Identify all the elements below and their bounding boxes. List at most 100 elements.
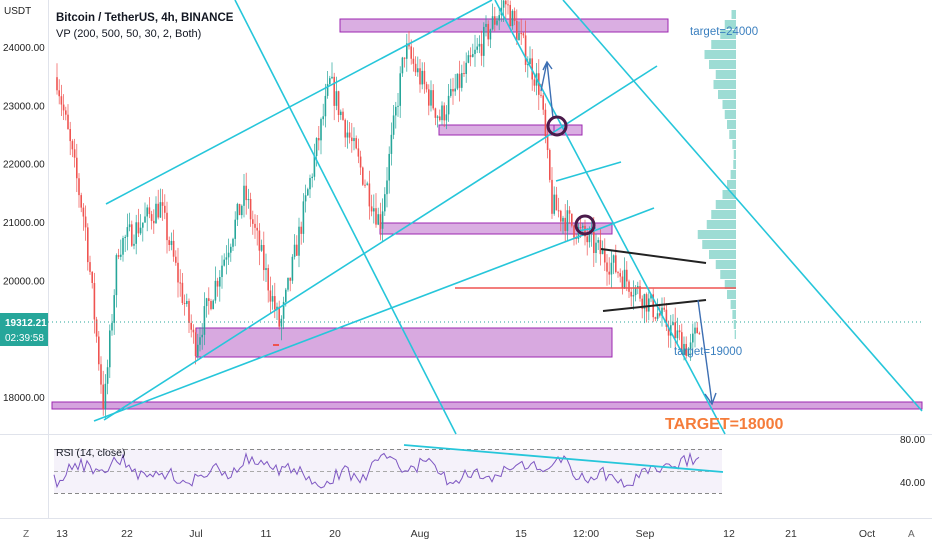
candle-body	[230, 246, 232, 253]
candle-body	[408, 43, 410, 47]
candle-body	[571, 213, 573, 226]
candle-body	[133, 243, 135, 246]
zone-18000[interactable]	[51, 401, 923, 410]
candle-body	[331, 76, 333, 79]
candle-body	[192, 329, 195, 333]
volume-profile	[697, 10, 736, 339]
candle-body	[617, 272, 619, 274]
candle-body	[430, 90, 432, 106]
arrow-down-path[interactable]	[697, 299, 713, 404]
candle-body	[401, 57, 404, 74]
candle-body	[643, 294, 646, 309]
trendline-flag-top[interactable]	[555, 161, 622, 182]
indicator-label[interactable]: VP (200, 500, 50, 30, 2, Both)	[56, 28, 201, 40]
rsi-pane[interactable]: RSI (14, close) 80.00 40.00	[53, 435, 925, 494]
candle-body	[300, 226, 302, 234]
candle-body	[238, 203, 241, 216]
candle-body	[553, 194, 555, 214]
wedge-top[interactable]	[600, 248, 707, 264]
candle-body	[212, 300, 214, 310]
zone-24200[interactable]	[339, 18, 669, 33]
time-axis[interactable]: 13 22 Jul 11 20 Aug 15 12:00 Sep 12 21 Oct	[56, 528, 875, 540]
arrow-down-head	[704, 392, 717, 406]
wedge-bottom[interactable]	[602, 299, 707, 312]
vp-bar	[732, 310, 736, 319]
rsi-trendline[interactable]	[403, 444, 724, 473]
highlight-circle-1[interactable]	[546, 115, 568, 137]
candle-body	[432, 90, 434, 109]
candle-body	[540, 94, 542, 96]
trendline-falling-1[interactable]	[234, 0, 457, 435]
vp-bar	[724, 20, 736, 29]
candle-body	[593, 231, 595, 253]
candle-body	[142, 222, 144, 228]
vp-bar	[709, 250, 736, 259]
candle-body	[566, 210, 569, 231]
candle-body	[128, 224, 131, 228]
candle-body	[69, 129, 71, 142]
candle-body	[485, 23, 487, 27]
trendline-falling-3[interactable]	[562, 0, 923, 412]
candle-body	[304, 195, 307, 202]
zone-22700-b[interactable]	[553, 124, 583, 136]
trendline-rising-2[interactable]	[93, 207, 655, 422]
candle-body	[623, 269, 626, 289]
candle-body	[399, 73, 401, 106]
target-24000-label[interactable]: target=24000	[690, 26, 758, 38]
candle-body	[322, 116, 324, 120]
candle-body	[201, 334, 203, 338]
candle-body	[93, 283, 96, 320]
candle-body	[58, 90, 60, 97]
candle-body	[91, 271, 93, 284]
candle-body	[395, 106, 397, 116]
candle-body	[377, 214, 379, 225]
candle-body	[560, 210, 562, 222]
candle-body	[672, 322, 674, 326]
candle-body	[269, 290, 272, 302]
vp-bar	[722, 190, 736, 199]
candle-body	[225, 257, 228, 260]
vp-bar	[722, 100, 736, 109]
candle-body	[461, 73, 463, 88]
candle-body	[282, 301, 285, 319]
highlight-circle-2[interactable]	[574, 214, 596, 236]
countdown-timer: 02:39:58	[5, 333, 44, 344]
candle-body	[95, 319, 98, 337]
candle-body	[60, 96, 63, 105]
candle-body	[474, 49, 476, 55]
candle-body	[315, 138, 318, 157]
candle-body	[267, 268, 269, 291]
auto-scale-button[interactable]: A	[908, 529, 915, 540]
candle-body	[648, 298, 650, 312]
candle-body	[483, 26, 485, 56]
candle-body	[439, 116, 441, 121]
candle-body	[144, 216, 146, 223]
target-19000-label[interactable]: target=19000	[674, 346, 742, 358]
trendline-falling-2[interactable]	[494, 0, 726, 435]
candle-body	[232, 238, 234, 247]
zone-22700[interactable]	[438, 124, 555, 136]
candle-body	[247, 198, 250, 201]
candle-body	[100, 364, 102, 385]
candle-body	[342, 111, 344, 120]
trendline-upper-channel[interactable]	[105, 0, 493, 205]
rsi-label[interactable]: RSI (14, close)	[56, 447, 125, 459]
time-tick: 22	[121, 528, 133, 540]
candle-body	[419, 68, 421, 85]
target-18000-label[interactable]: TARGET=18000	[665, 416, 784, 433]
price-axis[interactable]: 24000.00 23000.00 22000.00 21000.00 20000.00…	[3, 43, 45, 404]
candle-body	[388, 153, 390, 181]
vp-bar	[702, 240, 736, 249]
candle-body	[463, 73, 465, 75]
candle-body	[335, 91, 338, 106]
candle-body	[346, 132, 349, 138]
candle-body	[124, 236, 126, 238]
price-tick: 20000.00	[3, 276, 45, 287]
vp-bar	[697, 230, 736, 239]
candle-body	[551, 179, 553, 214]
candle-body	[379, 214, 382, 229]
time-tick: 13	[56, 528, 68, 540]
candle-body	[296, 244, 298, 256]
reset-zoom-button[interactable]: Z	[23, 529, 29, 540]
